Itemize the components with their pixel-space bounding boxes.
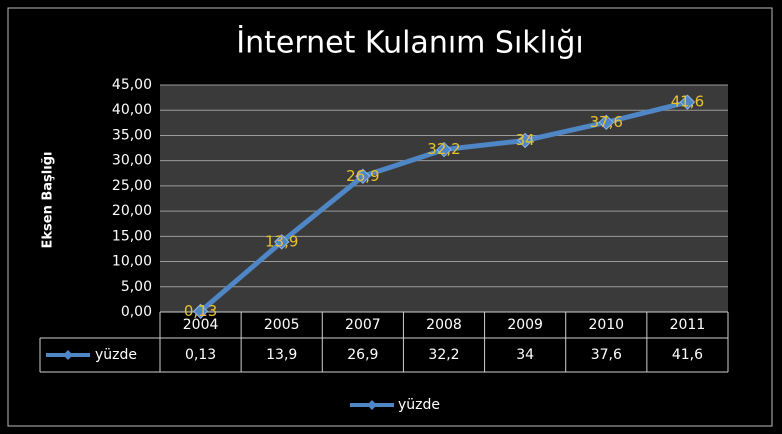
y-tick-label: 0,00	[121, 304, 152, 320]
y-axis-label: Eksen Başlığı	[41, 152, 56, 249]
marker	[517, 132, 533, 149]
x-tick-label: 2008	[426, 317, 462, 333]
y-tick-label: 15,00	[112, 228, 152, 244]
table-value: 41,6	[672, 347, 703, 363]
chart-border	[7, 7, 773, 427]
data-label: 37,6	[590, 113, 623, 131]
legend-label: yüzde	[398, 397, 440, 413]
data-label: 26,9	[346, 167, 379, 185]
y-tick-label: 35,00	[112, 127, 152, 143]
x-tick-label: 2007	[345, 317, 381, 333]
x-tick-label: 2010	[588, 317, 624, 333]
legend-marker	[367, 400, 377, 410]
plot-area	[160, 85, 728, 312]
y-tick-label: 25,00	[112, 178, 152, 194]
y-tick-label: 10,00	[112, 254, 152, 270]
table-value: 32,2	[428, 347, 459, 363]
y-tick-label: 40,00	[112, 102, 152, 118]
data-label: 13,9	[265, 232, 298, 250]
marker	[436, 141, 452, 158]
table-value: 34	[516, 347, 534, 363]
marker	[192, 303, 209, 320]
data-label: 41,6	[671, 93, 704, 111]
y-tick-label: 30,00	[112, 153, 152, 169]
x-tick-label: 2004	[183, 317, 219, 333]
marker	[598, 114, 614, 131]
y-tick-label: 20,00	[112, 203, 152, 219]
marker	[679, 94, 696, 110]
table-series-name: yüzde	[95, 347, 137, 363]
table-value: 0,13	[185, 347, 216, 363]
table-value: 13,9	[266, 347, 297, 363]
marker	[274, 234, 290, 250]
y-tick-label: 45,00	[112, 77, 152, 93]
x-tick-label: 2005	[264, 317, 300, 333]
legend-marker	[63, 350, 73, 360]
x-tick-label: 2009	[507, 317, 543, 333]
chart-title: İnternet Kulanım Sıklığı	[236, 25, 583, 61]
table-value: 37,6	[591, 347, 622, 363]
data-label: 34	[516, 131, 535, 149]
data-label: 32,2	[427, 140, 460, 158]
marker	[355, 168, 371, 185]
x-tick-label: 2011	[670, 317, 706, 333]
table-value: 26,9	[347, 347, 378, 363]
data-label: 0,13	[184, 302, 217, 320]
y-tick-label: 5,00	[121, 279, 152, 295]
